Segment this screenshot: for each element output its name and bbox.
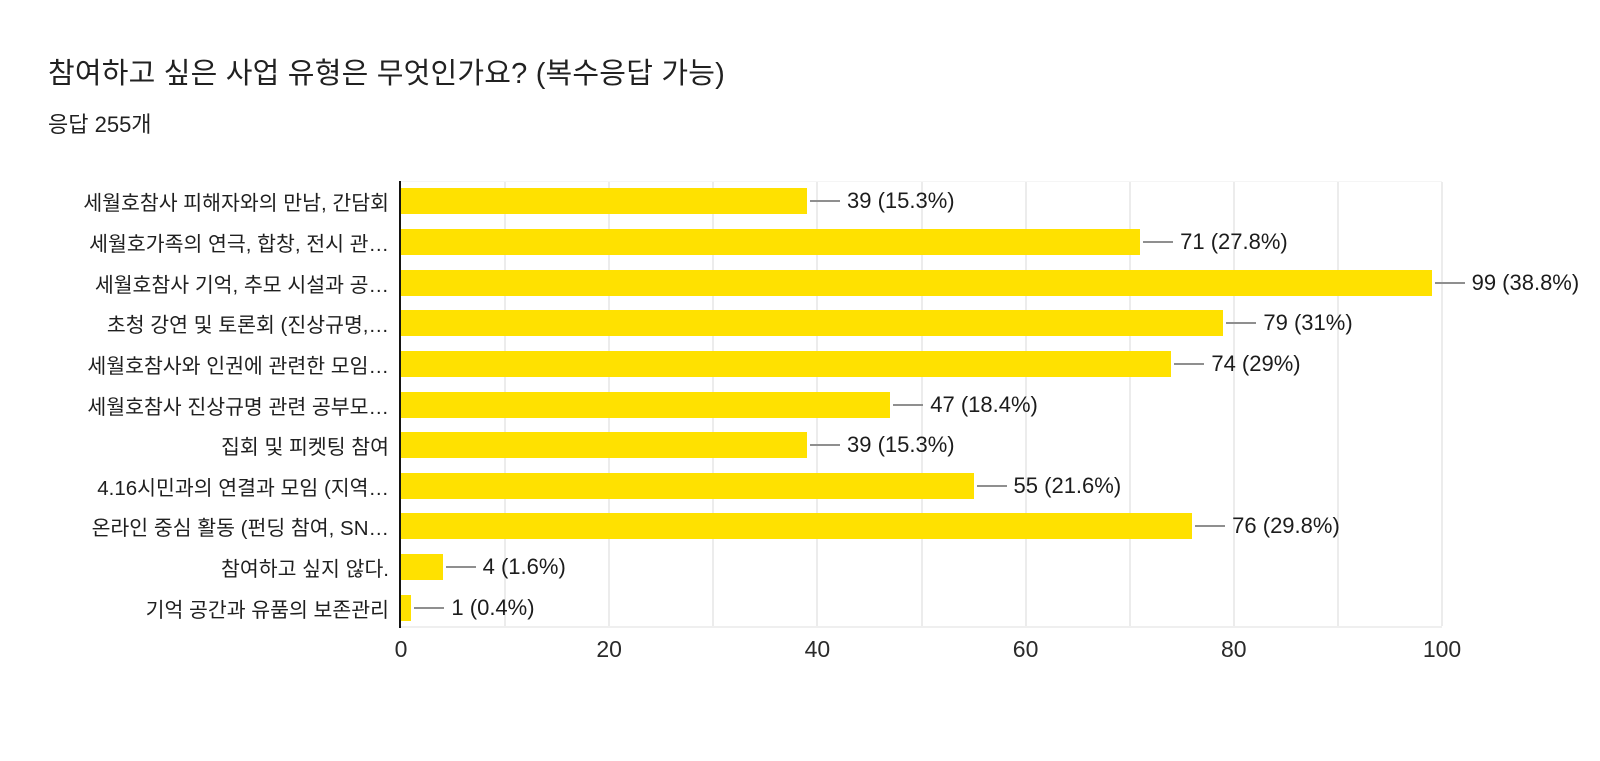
bar bbox=[401, 554, 443, 581]
bar-row: 세월호가족의 연극, 합창, 전시 관… 71 (27.8%) bbox=[0, 222, 1600, 263]
value-label: 76 (29.8%) bbox=[1232, 513, 1340, 539]
value-label: 39 (15.3%) bbox=[846, 432, 955, 458]
value-label: 4 (1.6%) bbox=[482, 554, 566, 580]
leader-line bbox=[893, 403, 924, 406]
bar-row: 4.16시민과의 연결과 모임 (지역… 55 (21.6%) bbox=[0, 465, 1600, 506]
gridline bbox=[1024, 182, 1027, 626]
value-label: 74 (29%) bbox=[1211, 350, 1301, 376]
bar bbox=[401, 310, 1224, 337]
x-tick: 80 bbox=[1221, 636, 1247, 662]
value-label: 71 (27.8%) bbox=[1180, 228, 1288, 254]
x-tick: 40 bbox=[804, 636, 831, 662]
response-count: 응답 255개 bbox=[48, 112, 152, 137]
bar bbox=[401, 594, 412, 621]
category-label: 세월호참사 피해자와의 만남, 간담회 bbox=[83, 192, 389, 216]
bar bbox=[401, 472, 974, 499]
category-label: 세월호참사와 인권에 관련한 모임… bbox=[87, 354, 389, 378]
category-label: 4.16시민과의 연결과 모임 (지역… bbox=[97, 476, 389, 500]
value-label: 99 (38.8%) bbox=[1471, 269, 1580, 295]
bar-row: 집회 및 피켓팅 참여 39 (15.3%) bbox=[0, 425, 1600, 466]
x-tick: 20 bbox=[596, 636, 622, 662]
value-label: 47 (18.4%) bbox=[930, 391, 1038, 417]
bar bbox=[401, 350, 1172, 377]
gridline bbox=[1336, 182, 1339, 626]
bar-row: 기억 공간과 유품의 보존관리 1 (0.4%) bbox=[0, 587, 1600, 628]
category-label: 세월호참사 진상규명 관련 공부모… bbox=[87, 395, 389, 419]
bar-rows: 세월호참사 피해자와의 만남, 간담회 39 (15.3%) 세월호가족의 연극, … bbox=[0, 181, 1600, 628]
category-label: 기억 공간과 유품의 보존관리 bbox=[145, 598, 389, 622]
category-label: 온라인 중심 활동 (펀딩 참여, SN… bbox=[91, 517, 389, 541]
y-axis-line bbox=[399, 181, 401, 628]
x-tick: 60 bbox=[1012, 636, 1039, 662]
leader-line bbox=[1143, 240, 1174, 243]
category-label: 세월호가족의 연극, 합창, 전시 관… bbox=[89, 232, 389, 256]
leader-line bbox=[1174, 362, 1205, 365]
value-label: 39 (15.3%) bbox=[846, 188, 955, 214]
bar-row: 세월호참사 기억, 추모 시설과 공… 99 (38.8%) bbox=[0, 262, 1600, 303]
x-axis: 0 20 40 60 80 100 bbox=[395, 636, 1462, 666]
bar-row: 세월호참사와 인권에 관련한 모임… 74 (29%) bbox=[0, 344, 1600, 385]
leader-line bbox=[414, 606, 445, 609]
bar bbox=[401, 228, 1141, 255]
value-label: 1 (0.4%) bbox=[451, 594, 535, 620]
leader-line bbox=[1195, 525, 1226, 528]
category-label: 참여하고 싶지 않다. bbox=[221, 558, 389, 582]
leader-line bbox=[1434, 281, 1465, 284]
category-label: 초청 강연 및 토론회 (진상규명,… bbox=[106, 314, 389, 338]
bar bbox=[401, 391, 891, 418]
category-label: 세월호참사 기억, 추모 시설과 공… bbox=[94, 273, 389, 297]
bar-row: 온라인 중심 활동 (펀딩 참여, SN… 76 (29.8%) bbox=[0, 506, 1600, 547]
gridline bbox=[1232, 182, 1235, 626]
bar-row: 초청 강연 및 토론회 (진상규명,… 79 (31%) bbox=[0, 303, 1600, 344]
bar bbox=[401, 432, 807, 459]
leader-line bbox=[976, 484, 1007, 487]
bar bbox=[401, 513, 1193, 540]
chart-title: 참여하고 싶은 사업 유형은 무엇인가요? (복수응답 가능) bbox=[48, 58, 725, 90]
bar bbox=[401, 188, 807, 215]
value-label: 55 (21.6%) bbox=[1013, 472, 1122, 498]
leader-line bbox=[445, 566, 476, 569]
gridline bbox=[1441, 182, 1443, 626]
plot-area: 세월호참사 피해자와의 만남, 간담회 39 (15.3%) 세월호가족의 연극, … bbox=[0, 181, 1600, 628]
gridline bbox=[1128, 182, 1131, 626]
bar-row: 세월호참사 피해자와의 만남, 간담회 39 (15.3%) bbox=[0, 181, 1600, 222]
leader-line bbox=[809, 200, 840, 203]
leader-line bbox=[1226, 322, 1257, 325]
bar-row: 세월호참사 진상규명 관련 공부모… 47 (18.4%) bbox=[0, 384, 1600, 425]
x-tick: 100 bbox=[1422, 636, 1462, 662]
bar-row: 참여하고 싶지 않다. 4 (1.6%) bbox=[0, 547, 1600, 588]
category-label: 집회 및 피켓팅 참여 bbox=[221, 436, 389, 460]
value-label: 79 (31%) bbox=[1263, 310, 1353, 336]
leader-line bbox=[809, 444, 840, 447]
bar bbox=[401, 269, 1432, 296]
x-tick: 0 bbox=[394, 636, 408, 662]
